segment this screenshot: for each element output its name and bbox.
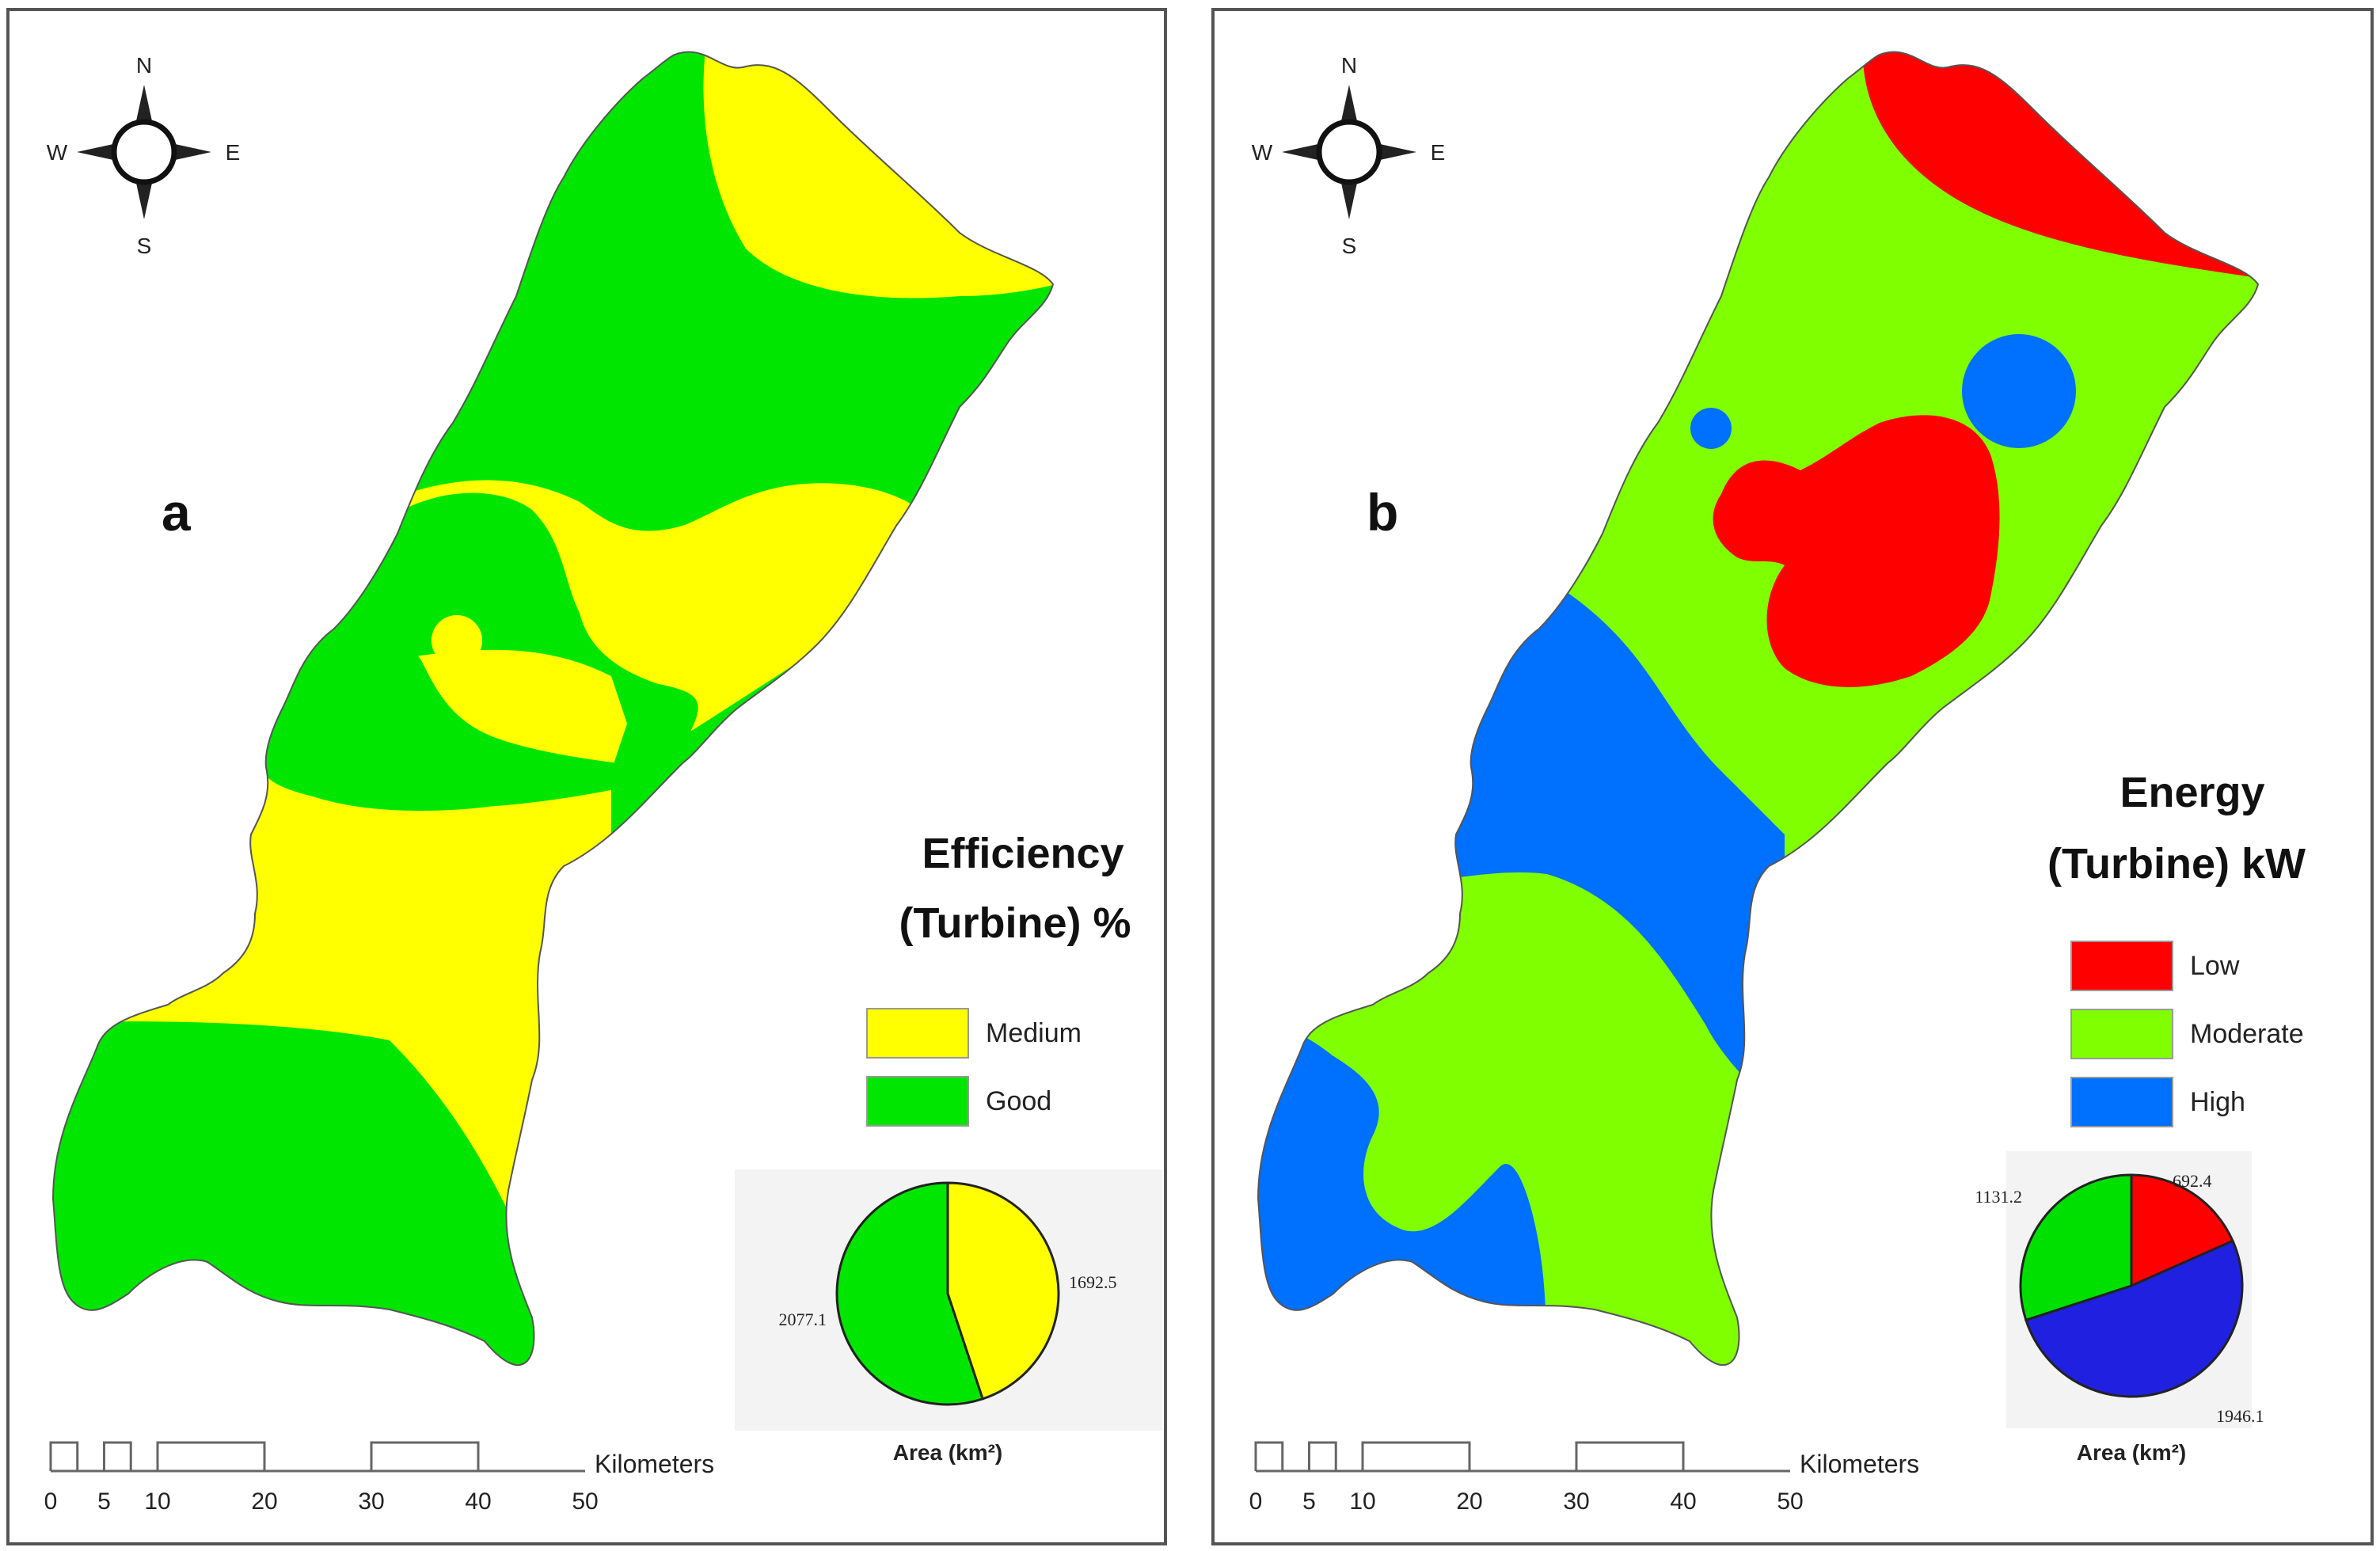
energy-map-outline xyxy=(1257,51,2260,1367)
pie-slice-moderate xyxy=(2019,1173,2133,1322)
scale-tick-label: 40 xyxy=(465,1488,491,1515)
pie-slice-high xyxy=(2024,1239,2244,1398)
compass-south-label: S xyxy=(137,234,152,258)
scale-tick-label: 0 xyxy=(44,1488,58,1515)
scale-bar: 0 5 10 20 30 40 50 Kilometers xyxy=(1249,1441,1919,1515)
scale-tick-label: 5 xyxy=(97,1488,111,1515)
legend-swatches: Medium Good xyxy=(866,1008,1082,1127)
legend-swatches: Low Moderate High xyxy=(2070,941,2304,1127)
scale-tick-label: 30 xyxy=(1563,1488,1589,1515)
legend-title-line2: (Turbine) % xyxy=(899,899,1131,947)
scale-unit-label: Kilometers xyxy=(595,1450,714,1478)
legend-label-moderate: Moderate xyxy=(2190,1019,2304,1049)
scale-tick-label: 0 xyxy=(1249,1488,1263,1515)
compass-west-label: W xyxy=(47,140,68,165)
pie-slice-low xyxy=(2130,1173,2234,1288)
scale-tick-label: 10 xyxy=(1349,1488,1375,1515)
panel-letter: b xyxy=(1367,483,1398,542)
panel-letter: a xyxy=(162,483,192,542)
legend-label-high: High xyxy=(2190,1087,2245,1117)
legend-title-line1: Efficiency xyxy=(922,830,1123,877)
pie-label-low: 692.4 xyxy=(2173,1171,2212,1191)
compass-north-label: N xyxy=(1341,53,1357,78)
scale-unit-label: Kilometers xyxy=(1800,1450,1919,1478)
legend-swatch-high xyxy=(2070,1077,2173,1127)
legend-title-line1: Energy xyxy=(2120,769,2264,816)
legend-label-low: Low xyxy=(2190,951,2240,981)
pie-label-moderate: 1131.2 xyxy=(1975,1187,2022,1207)
scale-tick-label: 5 xyxy=(1302,1488,1316,1515)
compass-north-label: N xyxy=(136,53,152,78)
area-pie-chart: 1692.5 2077.1 xyxy=(779,1181,1117,1406)
scale-bar-segments xyxy=(1254,1441,1790,1473)
scale-bar: 0 5 10 20 30 40 50 Kilometers xyxy=(44,1441,714,1515)
pie-label-good: 2077.1 xyxy=(779,1310,827,1329)
legend-label-good: Good xyxy=(986,1086,1051,1116)
scale-tick-label: 20 xyxy=(251,1488,277,1515)
compass-rose-icon: N S W E xyxy=(47,53,241,258)
pie-slice-medium xyxy=(946,1181,1060,1401)
panel-b-energy-map: N S W E b Energy (Turbine) kW Low Moderat… xyxy=(1211,8,2374,1545)
compass-south-label: S xyxy=(1342,234,1357,258)
pie-label-medium: 1692.5 xyxy=(1069,1272,1117,1292)
pie-label-high: 1946.1 xyxy=(2216,1406,2264,1426)
pie-caption: Area (km²) xyxy=(893,1440,1002,1465)
legend-swatch-good xyxy=(866,1076,969,1127)
scale-tick-label: 50 xyxy=(572,1488,598,1515)
legend-title-line2: (Turbine) kW xyxy=(2047,840,2306,888)
scale-tick-label: 20 xyxy=(1456,1488,1482,1515)
compass-east-label: E xyxy=(1431,140,1446,165)
legend-swatch-low xyxy=(2070,941,2173,991)
panel-a-efficiency-map: N S W E a Efficiency (Turbine) % Medium G… xyxy=(6,8,1167,1545)
pie-slice-good xyxy=(835,1181,985,1406)
area-pie-chart: 692.4 1946.1 1131.2 xyxy=(1975,1171,2264,1426)
efficiency-map-outline xyxy=(51,51,1055,1367)
compass-east-label: E xyxy=(226,140,241,165)
legend-label-medium: Medium xyxy=(986,1018,1082,1048)
scale-tick-label: 50 xyxy=(1777,1488,1803,1515)
compass-rose-icon: N S W E xyxy=(1252,53,1446,258)
scale-bar-segments xyxy=(49,1441,585,1473)
scale-tick-label: 40 xyxy=(1670,1488,1696,1515)
legend-swatch-medium xyxy=(866,1008,969,1059)
scale-tick-label: 10 xyxy=(144,1488,170,1515)
compass-west-label: W xyxy=(1252,140,1273,165)
scale-tick-label: 30 xyxy=(358,1488,384,1515)
pie-caption: Area (km²) xyxy=(2077,1440,2186,1465)
legend-swatch-moderate xyxy=(2070,1009,2173,1059)
